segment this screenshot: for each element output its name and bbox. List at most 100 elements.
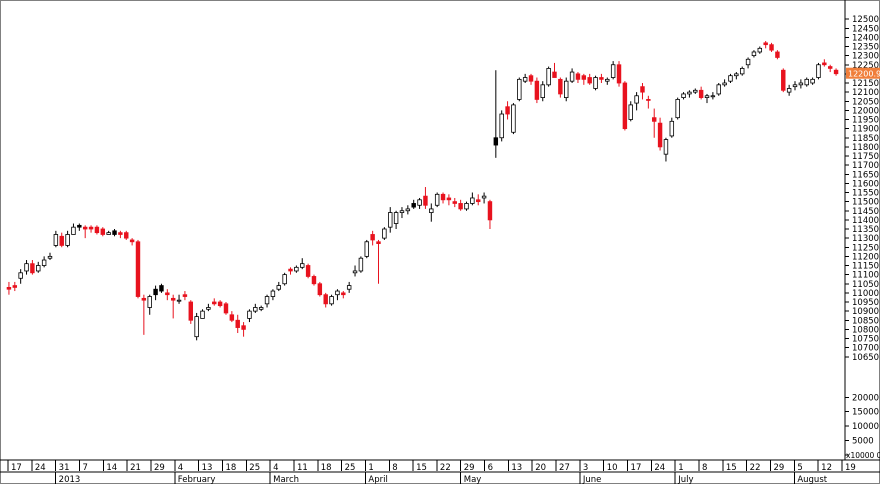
candle [241,322,246,337]
candle-body [558,78,563,95]
candle-body [769,44,774,51]
candle [182,291,188,301]
candle [786,84,792,96]
candle [798,79,804,89]
candle-body [100,228,106,235]
volume-axis: 5000 10000 15000 20000 x10000 0 [845,393,880,460]
price-tick-label: 11250 [852,243,879,253]
candle [417,197,422,209]
day-tick-label: 17 [11,463,22,473]
candle-body [159,285,164,292]
candle-body [481,195,487,199]
candle [669,117,675,138]
candle-body [657,122,663,148]
candle [153,285,158,301]
candle-body [517,78,522,100]
candle-body [734,73,739,77]
price-tick-label: 12500 [852,15,879,25]
candle-body [264,296,270,305]
candle-body [669,120,675,137]
candle [223,302,229,315]
candle-body [781,69,786,91]
candle-body [640,86,645,93]
volume-tick-label: 20000 [852,393,879,403]
candle [511,103,516,135]
candle [710,92,716,100]
month-label: 2013 [59,475,81,484]
candle [622,81,628,131]
candle [147,294,152,315]
price-tick-label: 11900 [852,125,879,135]
candle [505,101,510,120]
candle-body [745,58,751,66]
candle-body [816,64,821,78]
candle-body [129,239,135,243]
price-tick-label: 10850 [852,316,879,326]
candle-body [476,199,481,203]
candle-body [411,203,416,208]
candle [30,260,35,275]
price-tick-label: 11650 [852,170,879,180]
last-price-marker: 12200.97 [846,67,880,79]
candle [100,227,106,237]
candle [6,281,12,295]
candle [399,207,405,219]
candle [188,300,194,324]
day-tick-label: 11 [297,463,308,473]
candle-body [300,263,305,268]
candle-body [18,272,23,279]
candle [534,77,540,104]
candle [376,239,381,284]
candle-body [710,95,716,98]
candle [329,294,334,306]
candle [663,137,669,162]
day-tick-label: 7 [82,463,87,473]
day-tick-label: 22 [440,463,451,473]
day-tick-label: 22 [750,463,761,473]
candle-body [112,230,117,235]
candle-body [522,77,528,82]
candle [194,312,199,341]
day-tick-label: 8 [392,463,397,473]
candle-body [47,255,53,259]
day-tick-label: 15 [416,463,427,473]
candle-body [41,259,47,266]
candle-body [722,82,727,86]
candle [564,77,569,102]
candle-body [341,292,346,296]
candle [575,72,581,83]
candle [36,261,41,273]
time-axis: 17 24 31 7 14 21 29 4 13 18 25 4 11 18 25 1 8 15 22 29 6 13 20… [0,459,880,484]
candle-body [552,71,557,78]
candle-body [622,82,628,130]
candle-body [569,71,575,82]
candle [41,256,47,268]
candle-body [382,228,387,239]
candle-body [405,208,411,212]
month-label: April [368,475,387,484]
price-tick-label: 10650 [852,353,879,363]
candle-body [135,241,141,297]
candle [464,201,469,211]
candle-body [651,117,657,122]
candle-body [499,113,504,139]
candle-body [704,95,710,99]
day-tick-label: 4 [178,463,183,473]
candle [47,252,53,261]
candle [53,230,59,248]
candle-body [417,199,422,206]
candle-body [739,68,745,75]
candle [540,81,545,102]
price-tick-label: 11500 [852,198,879,208]
candle-body [352,270,358,274]
day-tick-label: 6 [488,463,493,473]
day-tick-label: 3 [583,463,588,473]
candle [264,294,270,308]
candle [751,50,757,58]
candle-body [153,288,158,296]
candle [610,61,616,80]
candle [124,230,129,240]
candle [65,230,70,248]
candle-body [470,197,475,204]
